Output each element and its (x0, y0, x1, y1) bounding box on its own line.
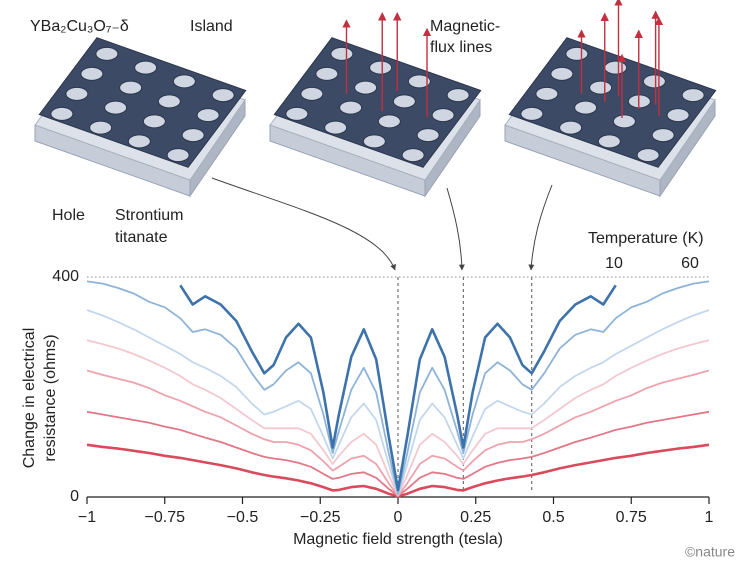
y-axis-label: Change in electrical (21, 328, 38, 469)
flux-label: flux lines (430, 39, 492, 56)
hole (181, 128, 205, 143)
credit: ©nature (685, 544, 735, 560)
series-line (87, 280, 709, 496)
x-tick-label: −0.25 (300, 509, 341, 526)
hole (65, 86, 89, 101)
island-label: Island (190, 18, 233, 35)
plot: 0 400 −1 −0.75 −0.5 −0.25 0 0.25 0.5 0.75 1 (52, 268, 713, 526)
hole (339, 100, 363, 115)
hole (612, 114, 636, 129)
hole (550, 66, 574, 81)
y-tick-label: 0 (70, 488, 79, 505)
x-tick-label: 0 (394, 509, 403, 526)
hole (157, 94, 181, 109)
y-axis-label: resistance (ohms) (42, 334, 59, 461)
hole (104, 100, 128, 115)
pointer-arrow (211, 177, 396, 271)
hole (589, 80, 613, 95)
x-tick-label: 0.5 (542, 509, 564, 526)
hole (330, 46, 354, 61)
hole (354, 80, 378, 95)
hole (95, 46, 119, 61)
hole (377, 114, 401, 129)
hole (446, 88, 470, 103)
y-tick-label: 400 (52, 268, 79, 285)
hole (642, 74, 666, 89)
hole (565, 46, 589, 61)
pointer-arrow (446, 187, 465, 271)
hole (681, 88, 705, 103)
hole (89, 120, 113, 135)
hole (651, 128, 675, 143)
hole (535, 86, 559, 101)
hole (392, 94, 416, 109)
hole (142, 114, 166, 129)
hole (597, 134, 621, 149)
series-line (179, 284, 617, 492)
hole (119, 80, 143, 95)
hole (520, 106, 544, 121)
x-axis-label: Magnetic field strength (tesla) (293, 531, 503, 548)
hole (50, 106, 74, 121)
hole-label: Hole (52, 207, 85, 224)
hole (636, 148, 660, 163)
hole (369, 60, 393, 75)
flux-label: Magnetic- (430, 18, 500, 35)
hole (604, 60, 628, 75)
hole (324, 120, 348, 135)
series-line (87, 309, 709, 497)
legend-low: 10 (605, 255, 623, 272)
legend-title: Temperature (K) (588, 230, 704, 247)
x-tick-label: 0.75 (616, 509, 647, 526)
illustrations (34, 0, 717, 271)
x-tick-label: 0.25 (460, 509, 491, 526)
x-tick-label: −0.75 (145, 509, 186, 526)
hole (401, 148, 425, 163)
compound-label: YBa₂Cu₃O₇₋δ (30, 18, 129, 35)
x-tick-label: −0.5 (227, 509, 259, 526)
hole (166, 148, 190, 163)
hole (211, 88, 235, 103)
hole (127, 134, 151, 149)
hole (574, 100, 598, 115)
hole (285, 106, 309, 121)
hole (407, 74, 431, 89)
hole (300, 86, 324, 101)
hole (559, 120, 583, 135)
legend-high: 60 (681, 255, 699, 272)
hole (172, 74, 196, 89)
hole (431, 108, 455, 123)
hole (666, 108, 690, 123)
hole (134, 60, 158, 75)
hole (362, 134, 386, 149)
hole (416, 128, 440, 143)
hole (80, 66, 104, 81)
substrate-label: Strontium (115, 207, 183, 224)
substrate-label: titanate (115, 229, 168, 246)
x-tick-label: −1 (78, 509, 96, 526)
hole (196, 108, 220, 123)
hole (315, 66, 339, 81)
x-tick-label: 1 (705, 509, 714, 526)
pointer-arrow (528, 184, 553, 271)
